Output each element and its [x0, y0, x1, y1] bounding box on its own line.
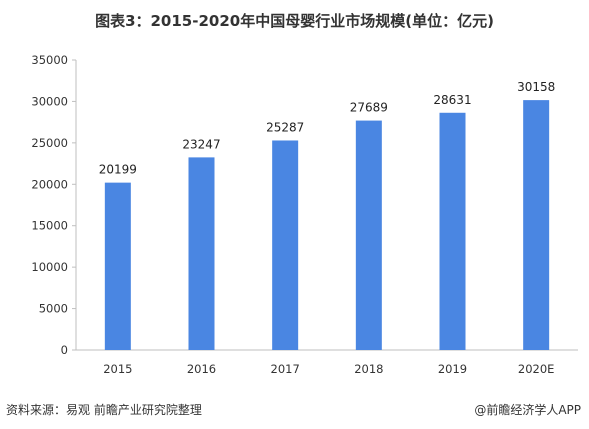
data-label-2019: 28631 [433, 93, 471, 107]
y-axis-ticks: 0 5000 10000 15000 20000 25000 30000 35000 [31, 53, 76, 357]
y-tick-label: 15000 [31, 219, 68, 233]
y-tick-label: 30000 [31, 94, 68, 108]
x-tick-label-2015: 2015 [103, 362, 132, 376]
bar-2016 [188, 157, 215, 350]
x-tick-label-2018: 2018 [354, 362, 383, 376]
x-tick-label-2017: 2017 [271, 362, 300, 376]
x-tick-label-2020E: 2020E [518, 362, 555, 376]
source-note: 资料来源：易观 前瞻产业研究院整理 [6, 403, 202, 417]
bar-chart: 0 5000 10000 15000 20000 25000 30000 35000 2019… [31, 53, 578, 376]
data-label-2020E: 30158 [517, 80, 555, 94]
x-axis-ticks: 2015 2016 2017 2018 2019 2020E [103, 362, 554, 376]
y-tick-label: 10000 [31, 260, 68, 274]
y-tick-label: 5000 [39, 302, 68, 316]
bar-2017 [272, 140, 299, 350]
bar-2015 [104, 182, 131, 350]
data-label-2016: 23247 [182, 137, 220, 151]
y-tick-label: 35000 [31, 53, 68, 67]
y-tick-label: 0 [61, 343, 68, 357]
data-label-2017: 25287 [266, 120, 304, 134]
brand-credit: @前瞻经济学人APP [474, 403, 581, 417]
bars [104, 100, 550, 350]
bar-2020E [523, 100, 550, 350]
chart-title: 图表3：2015-2020年中国母婴行业市场规模(单位：亿元) [95, 12, 494, 30]
y-tick-label: 20000 [31, 177, 68, 191]
data-label-2015: 20199 [99, 163, 137, 177]
x-tick-label-2019: 2019 [438, 362, 467, 376]
bar-2018 [355, 120, 382, 350]
data-labels: 20199 23247 25287 27689 28631 30158 [99, 80, 556, 177]
y-tick-label: 25000 [31, 136, 68, 150]
bar-2019 [439, 112, 466, 350]
x-tick-label-2016: 2016 [187, 362, 216, 376]
data-label-2018: 27689 [350, 101, 388, 115]
